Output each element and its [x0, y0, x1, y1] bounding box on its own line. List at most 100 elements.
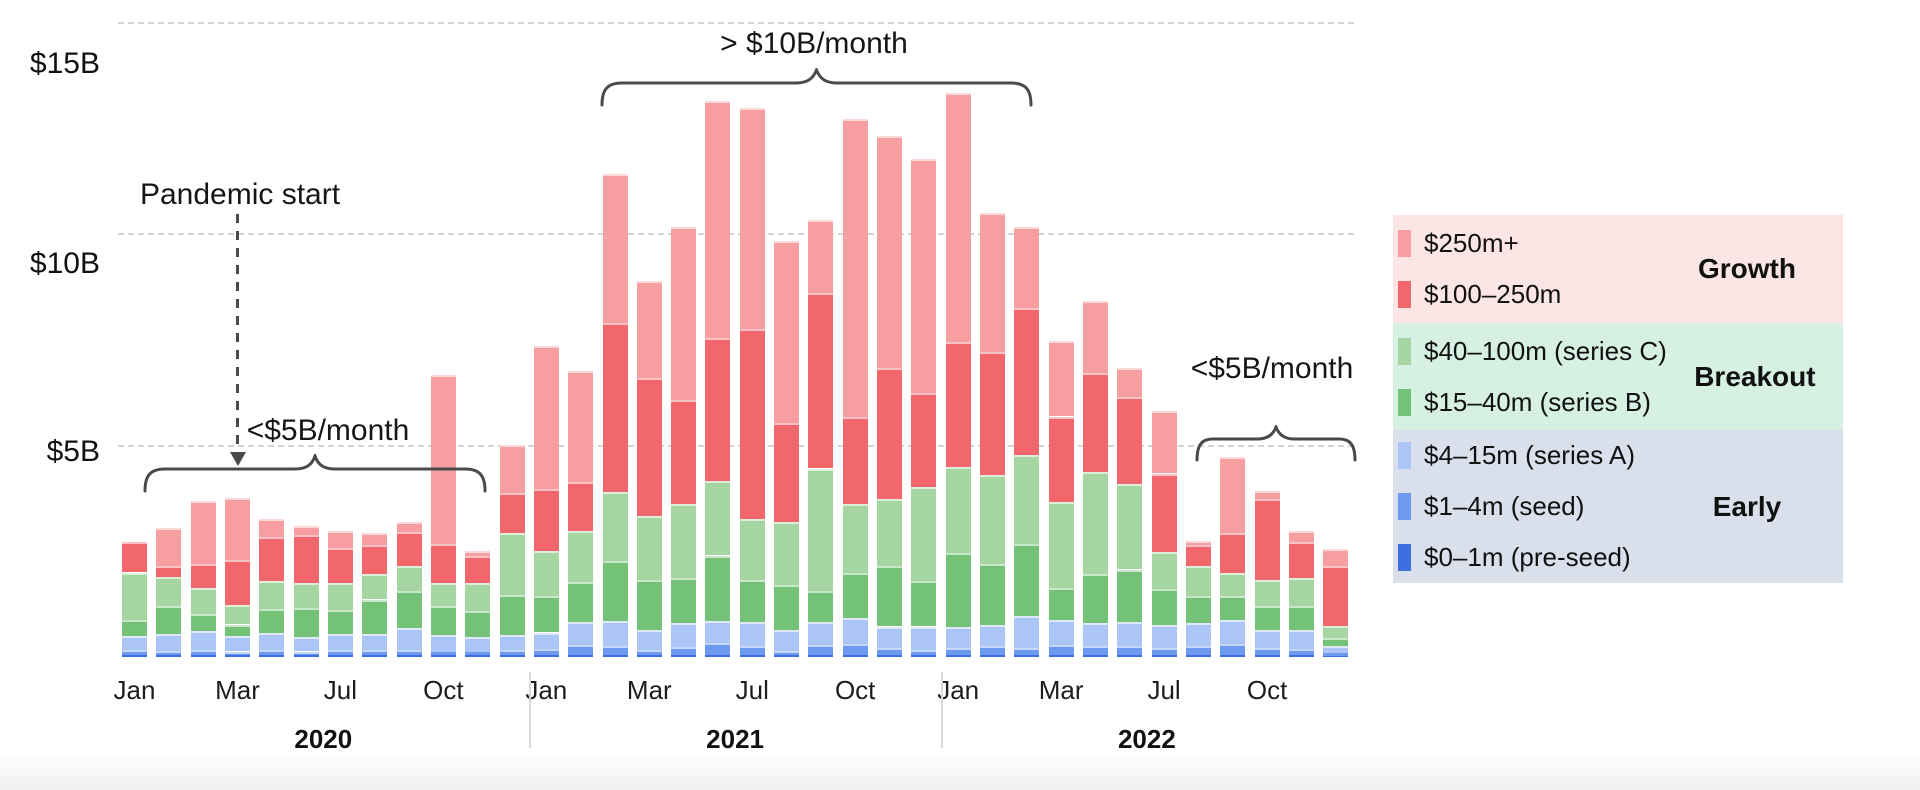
seg-0-1m-pre-seed — [293, 654, 319, 657]
seg-250m — [499, 444, 525, 494]
seg-15-40m-series-b — [1220, 596, 1246, 620]
bar-sep-2022 — [1220, 0, 1246, 657]
seg-100-250m — [225, 559, 250, 606]
legend-item-1-4m-seed: $1–4m (seed) — [1398, 491, 1651, 522]
seg-100-250m — [774, 422, 800, 522]
seg-15-40m-series-b — [362, 599, 388, 635]
bar-jan-2021 — [533, 0, 559, 657]
seg-4-15m-series-a — [259, 633, 285, 650]
seg-1-4m-seed — [362, 649, 388, 655]
seg-15-40m-series-b — [122, 620, 147, 636]
legend-group-title-breakout: Breakout — [1694, 360, 1816, 392]
seg-4-15m-series-a — [156, 633, 182, 651]
seg-40-100m-series-c — [362, 573, 388, 600]
legend-label-1-4m-seed: $1–4m (seed) — [1424, 491, 1585, 521]
brace-under-5b-left — [143, 454, 487, 493]
seg-4-15m-series-a — [396, 628, 422, 650]
seg-0-1m-pre-seed — [877, 654, 902, 657]
x-tick-mar-2022: Mar — [1038, 675, 1084, 705]
seg-1-4m-seed — [1117, 646, 1143, 655]
seg-0-1m-pre-seed — [671, 654, 697, 657]
seg-15-40m-series-b — [877, 566, 902, 627]
seg-40-100m-series-c — [499, 532, 525, 596]
bar-mar-2021 — [602, 0, 628, 657]
seg-100-250m — [808, 293, 834, 469]
seg-40-100m-series-c — [259, 581, 285, 610]
seg-15-40m-series-b — [568, 582, 594, 623]
seg-4-15m-series-a — [602, 621, 628, 647]
seg-0-1m-pre-seed — [1323, 655, 1349, 657]
bar-feb-2021 — [568, 0, 594, 657]
under-5b-left-label: <$5B/month — [246, 414, 410, 447]
seg-0-1m-pre-seed — [362, 654, 388, 657]
seg-0-1m-pre-seed — [911, 654, 937, 657]
seg-4-15m-series-a — [739, 622, 765, 646]
seg-4-15m-series-a — [1323, 646, 1349, 654]
seg-250m — [1117, 368, 1143, 397]
legend-label-15-40m-series-b: $15–40m (series B) — [1424, 386, 1651, 417]
seg-40-100m-series-c — [602, 491, 628, 561]
seg-100-250m — [842, 416, 868, 504]
seg-40-100m-series-c — [1014, 455, 1040, 545]
bar-jun-2021 — [705, 0, 731, 657]
seg-40-100m-series-c — [1323, 626, 1349, 638]
pandemic-arrowhead-icon — [230, 452, 246, 466]
seg-0-1m-pre-seed — [499, 654, 525, 657]
bar-jun-2022 — [1117, 0, 1143, 657]
seg-100-250m — [1254, 498, 1280, 580]
seg-40-100m-series-c — [671, 504, 697, 578]
seg-1-4m-seed — [1220, 644, 1246, 655]
seg-250m — [430, 375, 456, 545]
seg-4-15m-series-a — [842, 618, 868, 645]
seg-40-100m-series-c — [1220, 572, 1246, 597]
legend-item-100-250m: $100–250m — [1398, 279, 1651, 310]
seg-4-15m-series-a — [774, 629, 800, 651]
legend-group-breakout: $40–100m (series C) $15–40m (series B) Bre… — [1393, 323, 1843, 430]
seg-0-1m-pre-seed — [1083, 654, 1108, 657]
y-tick-5B: $5B — [46, 435, 100, 468]
bar-dec-2021 — [911, 0, 937, 657]
seg-100-250m — [122, 541, 147, 573]
seg-100-250m — [877, 368, 902, 499]
seg-40-100m-series-c — [156, 576, 182, 607]
seg-0-1m-pre-seed — [1185, 654, 1211, 657]
seg-40-100m-series-c — [774, 521, 800, 585]
seg-100-250m — [1151, 473, 1177, 553]
seg-0-1m-pre-seed — [1151, 654, 1177, 657]
seg-4-15m-series-a — [362, 634, 388, 650]
seg-250m — [465, 550, 491, 556]
bar-nov-2021 — [877, 0, 902, 657]
seg-1-4m-seed — [808, 644, 834, 655]
bar-apr-2020 — [225, 0, 250, 657]
seg-0-1m-pre-seed — [259, 654, 285, 657]
seg-250m — [1014, 227, 1040, 309]
seg-40-100m-series-c — [842, 504, 868, 573]
legend-item-250m: $250m+ — [1398, 228, 1651, 259]
x-tick-mar-2021: Mar — [626, 675, 672, 705]
legend-group-title-early: Early — [1712, 490, 1782, 522]
seg-4-15m-series-a — [1048, 619, 1074, 645]
seg-4-15m-series-a — [568, 622, 594, 645]
seg-100-250m — [465, 556, 491, 584]
seg-250m — [327, 531, 353, 548]
seg-100-250m — [430, 544, 456, 583]
pandemic-start-label: Pandemic start — [139, 178, 341, 211]
seg-250m — [1323, 548, 1349, 567]
seg-15-40m-series-b — [808, 591, 834, 623]
bar-oct-2020 — [430, 0, 456, 657]
legend-swatch-15-40m-series-b-icon — [1398, 388, 1411, 416]
seg-4-15m-series-a — [1151, 624, 1177, 649]
seg-15-40m-series-b — [499, 595, 525, 635]
seg-100-250m — [533, 488, 559, 551]
seg-4-15m-series-a — [808, 622, 834, 645]
seg-1-4m-seed — [1048, 644, 1074, 655]
legend-swatch-250m-icon — [1398, 230, 1411, 257]
legend-group-growth: $250m+ $100–250m Growth — [1393, 215, 1843, 323]
bar-mar-2022 — [1014, 0, 1040, 657]
legend-label-0-1m-pre-seed: $0–1m (pre-seed) — [1424, 542, 1631, 572]
legend-label-40-100m-series-c: $40–100m (series C) — [1424, 335, 1667, 366]
seg-250m — [225, 498, 250, 560]
gridline-5b — [118, 444, 1354, 447]
seg-4-15m-series-a — [533, 632, 559, 650]
seg-4-15m-series-a — [430, 635, 456, 652]
